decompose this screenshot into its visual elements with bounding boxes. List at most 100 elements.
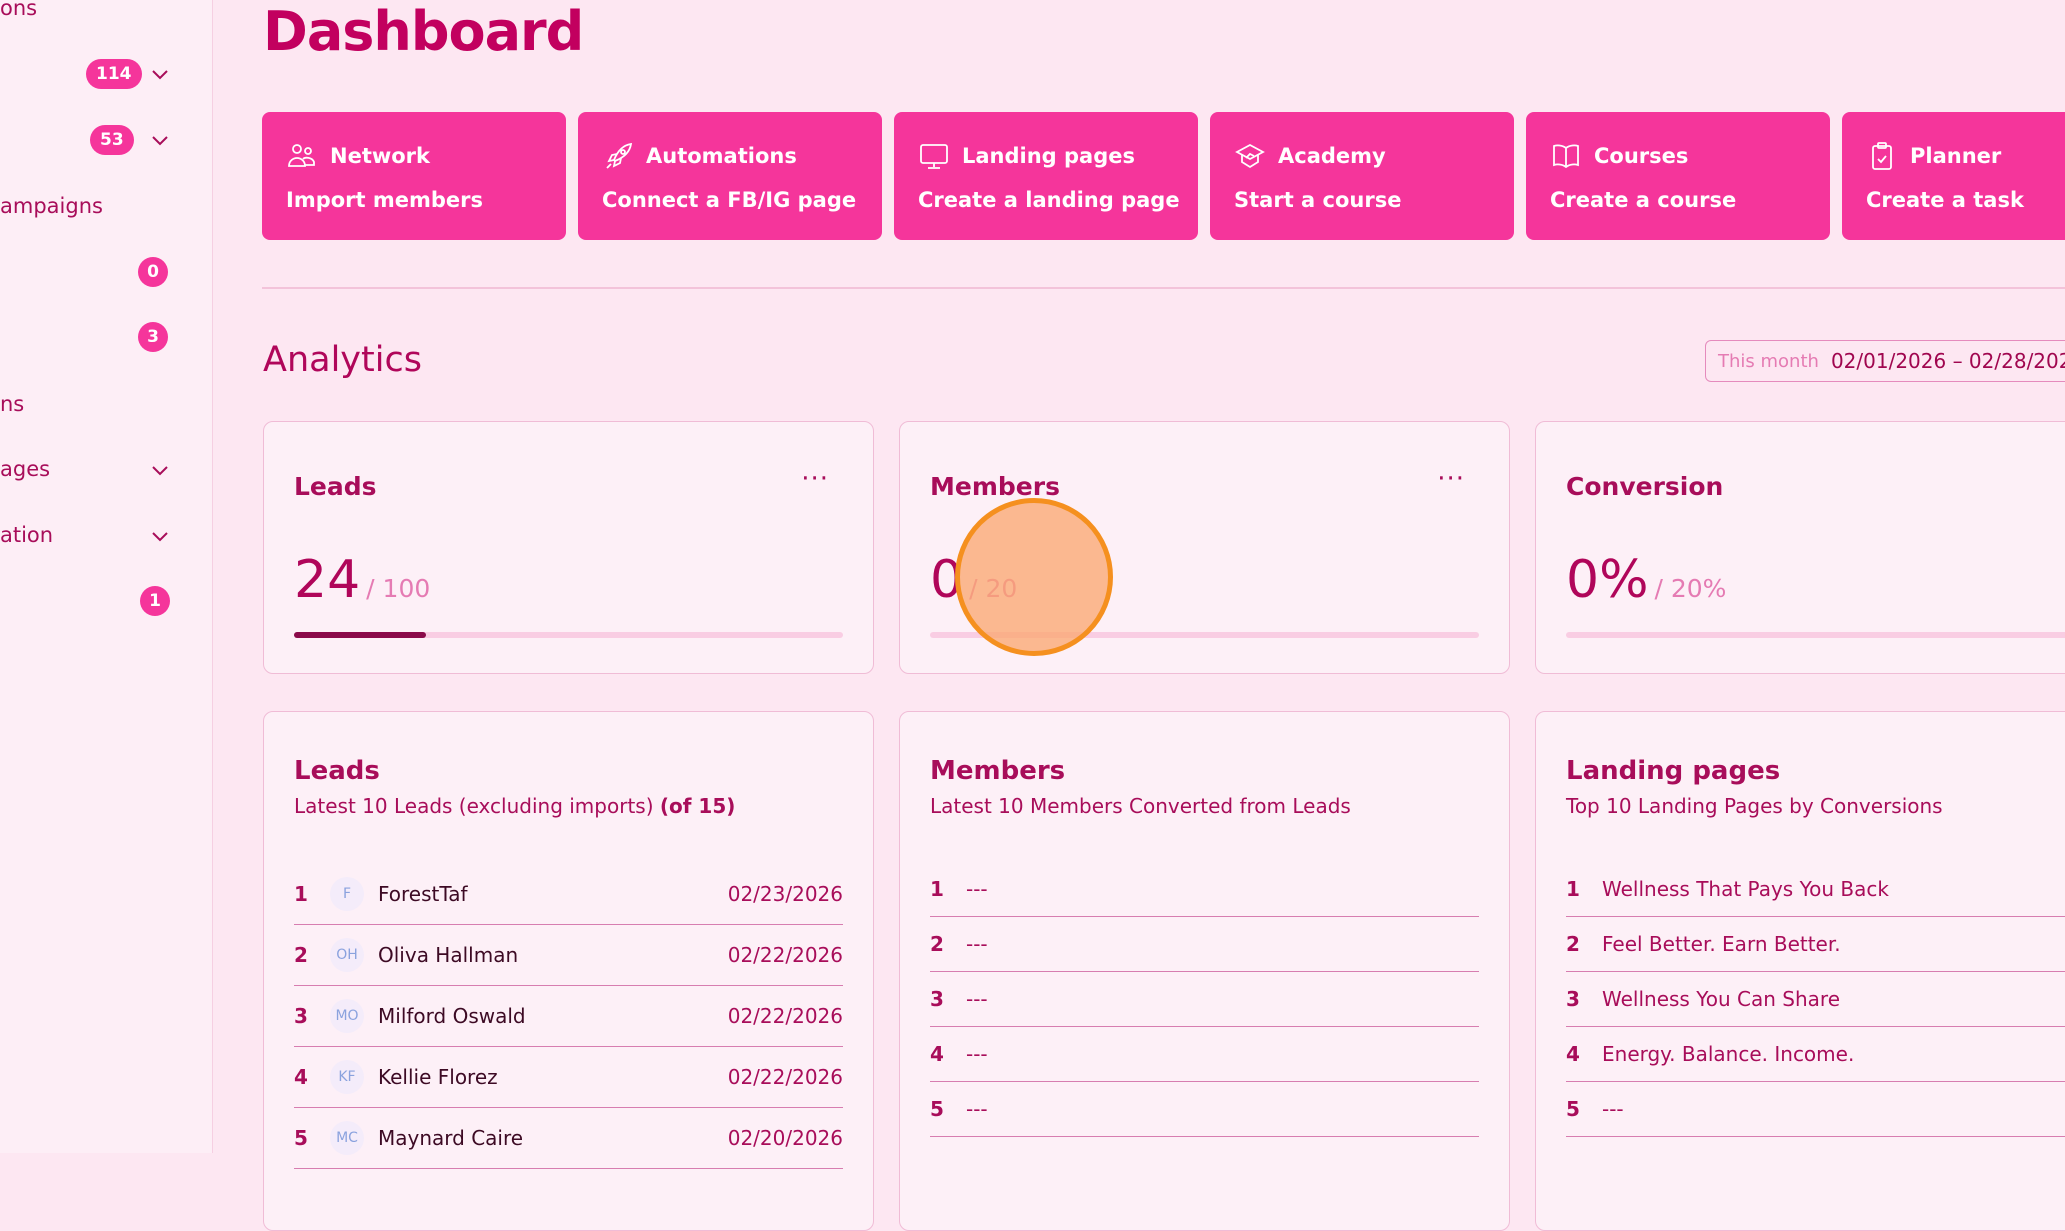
rocket-icon: [606, 142, 633, 169]
lead-row[interactable]: 3 MO Milford Oswald 02/22/2026: [294, 986, 843, 1047]
card-title: Leads: [294, 756, 380, 786]
row-value: ---: [1602, 1097, 1624, 1121]
lead-date: 02/22/2026: [727, 943, 843, 967]
row-value: ---: [966, 987, 988, 1011]
row-index: 4: [294, 1065, 308, 1089]
member-row[interactable]: 3 ---: [930, 972, 1479, 1027]
row-index: 1: [930, 877, 944, 901]
member-row[interactable]: 4 ---: [930, 1027, 1479, 1082]
avatar: F: [330, 877, 364, 911]
landing-page-row[interactable]: 4 Energy. Balance. Income.: [1566, 1027, 2065, 1082]
lead-name: Kellie Florez: [378, 1065, 498, 1089]
row-index: 3: [930, 987, 944, 1011]
shortcut-title: Landing pages: [962, 144, 1136, 168]
card-subtitle: Latest 10 Members Converted from Leads: [930, 794, 1351, 818]
more-options-icon[interactable]: ···: [801, 464, 829, 494]
card-title: Landing pages: [1566, 756, 1781, 786]
shortcut-action: Create a course: [1550, 188, 1737, 212]
row-index: 1: [1566, 877, 1580, 901]
row-index: 3: [1566, 987, 1580, 1011]
chevron-down-icon[interactable]: [150, 130, 170, 150]
row-value: ---: [966, 1097, 988, 1121]
stat-target: / 20%: [1654, 574, 1727, 603]
click-indicator: [955, 498, 1113, 656]
card-title: Members: [930, 756, 1066, 786]
shortcut-landing-pages[interactable]: Landing pages Create a landing page: [894, 112, 1198, 240]
lead-row[interactable]: 4 KF Kellie Florez 02/22/2026: [294, 1047, 843, 1108]
shortcut-automations[interactable]: Automations Connect a FB/IG page: [578, 112, 882, 240]
count-badge: 53: [90, 125, 134, 155]
progress-bar: [294, 632, 843, 638]
total-count: (of 15): [659, 794, 736, 818]
users-icon: [288, 144, 315, 167]
stat-value: 24: [294, 550, 361, 610]
shortcut-network[interactable]: Network Import members: [262, 112, 566, 240]
avatar: OH: [330, 938, 364, 972]
stat-value: 0%: [1566, 550, 1649, 610]
chevron-down-icon[interactable]: [150, 526, 170, 546]
shortcut-title: Academy: [1278, 144, 1386, 168]
progress-bar: [1566, 632, 2065, 638]
chevron-down-icon[interactable]: [150, 64, 170, 84]
lead-date: 02/22/2026: [727, 1004, 843, 1028]
shortcut-academy[interactable]: Academy Start a course: [1210, 112, 1514, 240]
sidebar-item-label[interactable]: ampaigns: [0, 194, 103, 218]
row-index: 1: [294, 882, 308, 906]
row-index: 5: [294, 1126, 308, 1150]
member-row[interactable]: 5 ---: [930, 1082, 1479, 1137]
sidebar-item-label[interactable]: ages: [0, 457, 51, 481]
stat-target: / 100: [366, 574, 431, 603]
lead-name: Maynard Caire: [378, 1126, 524, 1150]
shortcut-action: Import members: [286, 188, 483, 212]
row-index: 5: [930, 1097, 944, 1121]
lead-name: Milford Oswald: [378, 1004, 526, 1028]
monitor-icon: [920, 144, 948, 169]
landing-page-row[interactable]: 5 ---: [1566, 1082, 2065, 1137]
shortcut-planner[interactable]: Planner Create a task: [1842, 112, 2065, 240]
shortcut-title: Automations: [646, 144, 797, 168]
shortcut-title: Planner: [1910, 144, 2002, 168]
card-subtitle: Top 10 Landing Pages by Conversions: [1566, 794, 1943, 818]
sidebar: ons 114 53 ampaigns 0 3 ns ages ation 1: [0, 0, 213, 1153]
shortcut-title: Network: [330, 144, 431, 168]
member-row[interactable]: 2 ---: [930, 917, 1479, 972]
lead-row[interactable]: 1 F ForestTaf 02/23/2026: [294, 864, 843, 925]
row-value: Feel Better. Earn Better.: [1602, 932, 1841, 956]
lead-row[interactable]: 5 MC Maynard Caire 02/20/2026: [294, 1108, 843, 1169]
row-index: 2: [294, 943, 308, 967]
sidebar-item-label[interactable]: ns: [0, 392, 25, 416]
count-badge: 3: [138, 322, 168, 352]
row-value: Wellness You Can Share: [1602, 987, 1840, 1011]
more-options-icon[interactable]: ···: [1437, 464, 1465, 494]
row-value: ---: [966, 877, 988, 901]
stat-title: Conversion: [1566, 472, 1724, 501]
row-index: 2: [930, 932, 944, 956]
chevron-down-icon[interactable]: [150, 460, 170, 480]
lead-name: Oliva Hallman: [378, 943, 519, 967]
row-index: 2: [1566, 932, 1580, 956]
landing-pages-list-card: Landing pages Top 10 Landing Pages by Co…: [1535, 711, 2065, 1231]
shortcut-courses[interactable]: Courses Create a course: [1526, 112, 1830, 240]
lead-date: 02/20/2026: [727, 1126, 843, 1150]
landing-page-row[interactable]: 2 Feel Better. Earn Better.: [1566, 917, 2065, 972]
leads-list-card: Leads Latest 10 Leads (excluding imports…: [263, 711, 874, 1231]
progress-fill: [294, 632, 426, 638]
lead-date: 02/22/2026: [727, 1065, 843, 1089]
lead-date: 02/23/2026: [727, 882, 843, 906]
date-range-picker[interactable]: This month 02/01/2026 – 02/28/2026: [1705, 340, 2065, 382]
shortcut-title: Courses: [1594, 144, 1689, 168]
stat-card-conversion: Conversion 0%/ 20%: [1535, 421, 2065, 674]
sidebar-item-label[interactable]: ons: [0, 0, 38, 20]
row-value: Energy. Balance. Income.: [1602, 1042, 1855, 1066]
sidebar-item-label[interactable]: ation: [0, 523, 54, 547]
analytics-heading: Analytics: [263, 340, 422, 380]
avatar: MO: [330, 999, 364, 1033]
row-index: 4: [930, 1042, 944, 1066]
members-list-card: Members Latest 10 Members Converted from…: [899, 711, 1510, 1231]
landing-page-row[interactable]: 3 Wellness You Can Share: [1566, 972, 2065, 1027]
date-range-label: This month: [1718, 350, 1819, 372]
lead-row[interactable]: 2 OH Oliva Hallman 02/22/2026: [294, 925, 843, 986]
member-row[interactable]: 1 ---: [930, 862, 1479, 917]
landing-page-row[interactable]: 1 Wellness That Pays You Back: [1566, 862, 2065, 917]
shortcut-action: Create a task: [1866, 188, 2024, 212]
